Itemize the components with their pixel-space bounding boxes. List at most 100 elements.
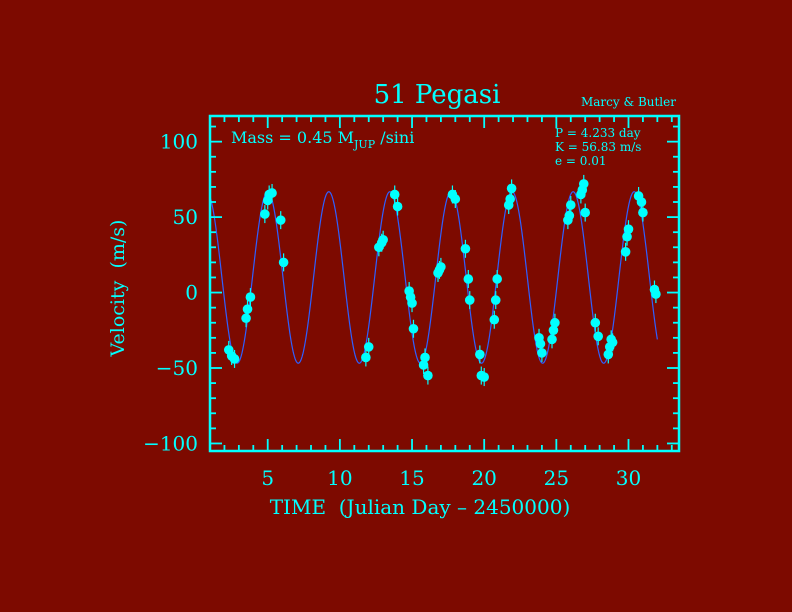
y-tick-label: 0 bbox=[185, 281, 198, 305]
data-point-marker bbox=[564, 210, 575, 221]
data-point bbox=[463, 269, 474, 288]
data-point-marker bbox=[607, 337, 618, 348]
data-point-marker bbox=[622, 231, 632, 242]
data-point bbox=[537, 343, 547, 362]
data-point-marker bbox=[490, 295, 501, 305]
data-point-marker bbox=[389, 189, 400, 200]
data-point bbox=[475, 345, 485, 364]
x-tick-label: 25 bbox=[544, 466, 569, 490]
data-point bbox=[590, 313, 601, 332]
data-point-marker bbox=[593, 331, 603, 342]
data-point bbox=[651, 285, 661, 304]
data-point bbox=[420, 348, 430, 367]
x-tick-label: 30 bbox=[616, 466, 641, 490]
data-point-marker bbox=[636, 197, 647, 207]
data-point bbox=[260, 205, 270, 224]
data-point bbox=[464, 291, 475, 310]
x-tick-labels: 5 10 15 20 25 30 bbox=[261, 466, 641, 490]
data-point bbox=[436, 257, 446, 276]
data-points bbox=[223, 174, 661, 387]
model-curve bbox=[209, 191, 658, 364]
x-tick-label: 5 bbox=[261, 466, 274, 490]
data-point-marker bbox=[245, 292, 256, 302]
data-point-marker bbox=[638, 207, 648, 218]
x-tick-label: 10 bbox=[327, 466, 352, 490]
data-point-marker bbox=[623, 224, 634, 234]
data-point-marker bbox=[590, 317, 601, 328]
data-point bbox=[363, 337, 374, 356]
data-point bbox=[492, 269, 502, 288]
data-point-marker bbox=[436, 262, 446, 272]
data-point bbox=[267, 183, 277, 202]
mass-prefix: Mass = 0.45 M bbox=[231, 128, 354, 147]
data-point-marker bbox=[475, 349, 485, 360]
y-axis-label: Velocity (m/s) bbox=[107, 220, 129, 358]
x-tick-label: 20 bbox=[471, 466, 496, 490]
data-point-marker bbox=[580, 207, 590, 218]
data-point-marker bbox=[260, 209, 270, 219]
data-point-marker bbox=[463, 274, 474, 284]
data-point-marker bbox=[550, 317, 560, 328]
data-point bbox=[479, 368, 489, 387]
orbit-param-amplitude: K = 56.83 m/s bbox=[555, 140, 641, 154]
data-point bbox=[607, 333, 618, 352]
data-point bbox=[407, 294, 417, 313]
data-point bbox=[242, 300, 253, 319]
mass-suffix: /sini bbox=[375, 128, 414, 147]
data-point-marker bbox=[547, 334, 557, 345]
data-point-marker bbox=[267, 188, 277, 198]
orbit-param-period: P = 4.233 day bbox=[555, 126, 641, 140]
data-point-marker bbox=[242, 304, 253, 314]
data-point bbox=[623, 220, 634, 239]
data-point-marker bbox=[392, 201, 403, 212]
data-point-marker bbox=[229, 354, 240, 364]
data-point bbox=[408, 319, 419, 338]
orbit-param-eccentricity: e = 0.01 bbox=[555, 154, 607, 168]
data-point-marker bbox=[537, 348, 547, 358]
orbit-parameters: P = 4.233 day K = 56.83 m/s e = 0.01 bbox=[555, 126, 641, 168]
data-point bbox=[593, 327, 603, 346]
y-tick-labels: 100 50 0 −50 −100 bbox=[143, 130, 198, 456]
data-point-marker bbox=[464, 295, 475, 305]
data-point-marker bbox=[506, 183, 517, 194]
data-point-marker bbox=[241, 313, 251, 324]
data-point bbox=[392, 197, 403, 216]
data-point bbox=[450, 189, 461, 208]
data-point bbox=[423, 366, 433, 385]
mass-subscript: JUP bbox=[353, 138, 376, 151]
data-point bbox=[245, 288, 256, 307]
data-point bbox=[506, 179, 517, 198]
data-point-marker bbox=[363, 342, 374, 352]
data-point-marker bbox=[651, 289, 661, 299]
data-point-marker bbox=[565, 200, 576, 210]
data-point bbox=[460, 239, 471, 258]
data-point bbox=[490, 291, 501, 310]
y-tick-label: 50 bbox=[173, 205, 198, 229]
data-point-marker bbox=[423, 370, 433, 381]
y-tick-label: 100 bbox=[160, 130, 198, 154]
data-point bbox=[580, 203, 590, 222]
axis-ticks bbox=[209, 116, 679, 451]
data-point-marker bbox=[492, 274, 502, 284]
data-point-marker bbox=[407, 298, 417, 308]
data-point bbox=[550, 313, 560, 332]
data-point-marker bbox=[278, 257, 289, 268]
data-point-marker bbox=[578, 179, 589, 189]
data-point bbox=[578, 174, 589, 193]
data-point-marker bbox=[603, 349, 614, 360]
data-point-marker bbox=[489, 314, 500, 325]
data-point bbox=[278, 253, 289, 272]
data-point bbox=[489, 310, 500, 329]
chart-title: 51 Pegasi bbox=[374, 80, 501, 110]
data-point-marker bbox=[378, 234, 388, 245]
data-point-marker bbox=[275, 215, 286, 225]
data-point-marker bbox=[479, 372, 489, 382]
x-axis-label: TIME (Julian Day – 2450000) bbox=[270, 495, 571, 519]
mass-annotation: Mass = 0.45 MJUP /sini bbox=[231, 128, 414, 151]
y-tick-label: −100 bbox=[143, 431, 198, 455]
model-curve-group bbox=[209, 191, 658, 364]
y-tick-label: −50 bbox=[156, 356, 198, 380]
credit-label: Marcy & Butler bbox=[581, 95, 676, 109]
